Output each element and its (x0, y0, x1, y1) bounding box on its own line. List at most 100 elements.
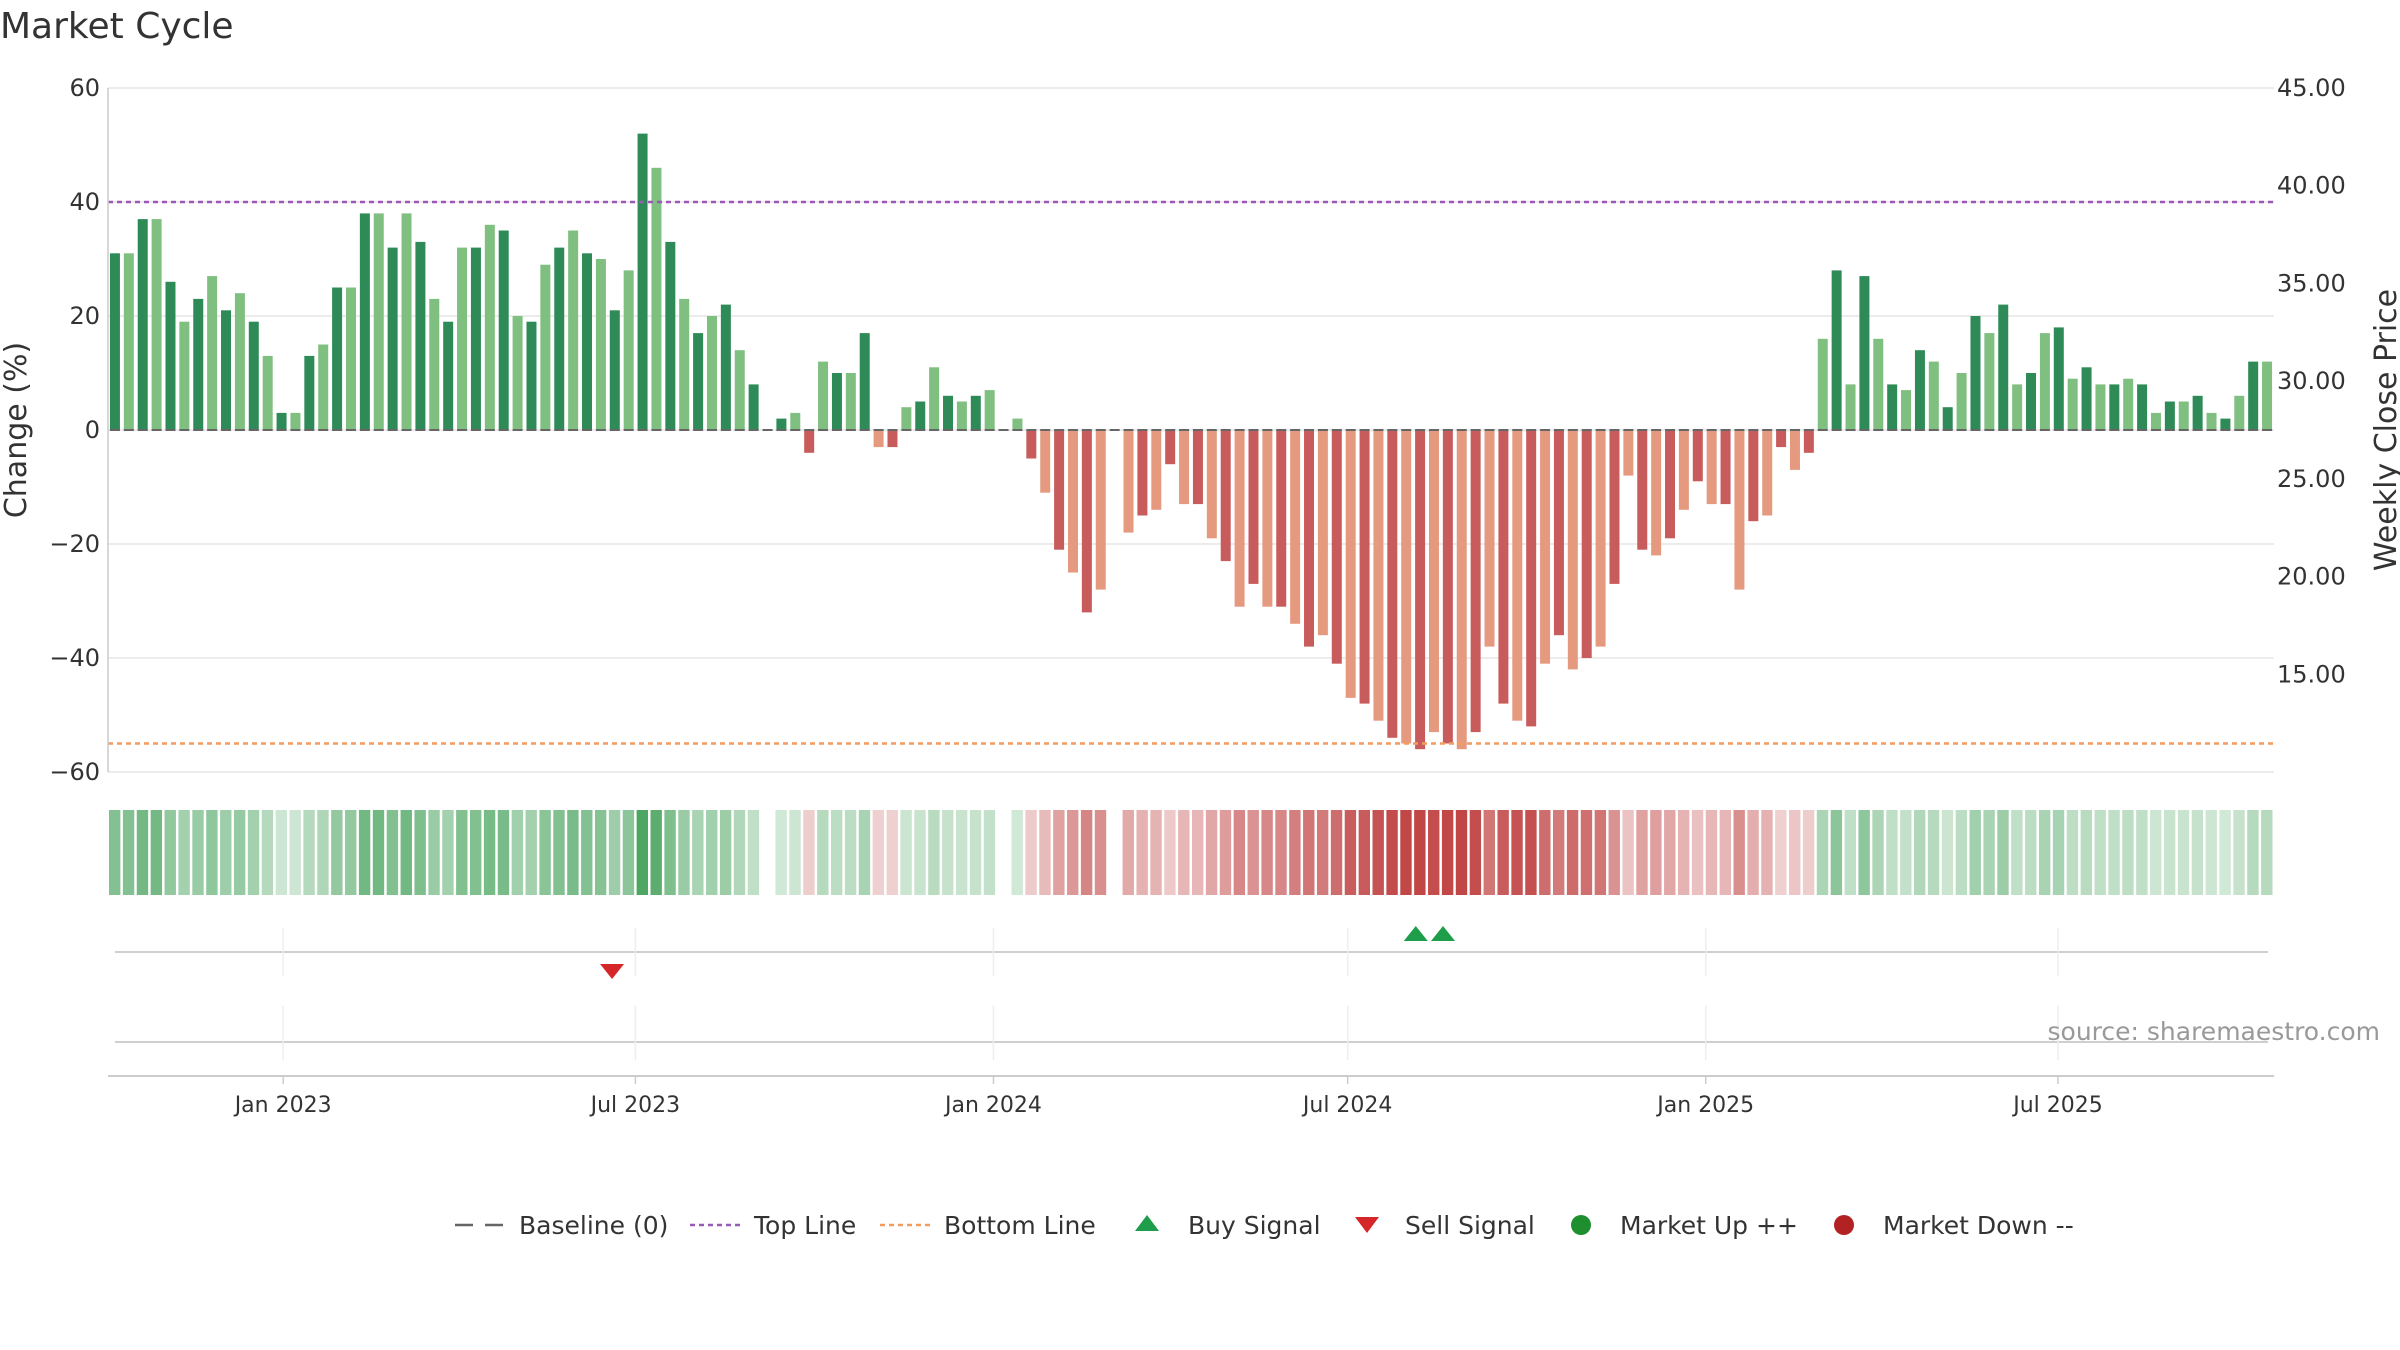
strip-cell (1886, 810, 1898, 895)
bar (2095, 384, 2106, 430)
strip-cell (886, 810, 898, 895)
strip-cell (719, 810, 732, 895)
strip-cell (1303, 810, 1315, 895)
strip-cell (775, 810, 787, 895)
bar (262, 355, 273, 430)
strip-cell (372, 810, 385, 895)
bar (901, 407, 912, 430)
strip-cell (1511, 810, 1523, 895)
strip-cell (636, 810, 648, 895)
strip-cell (1261, 810, 1273, 895)
bar (1706, 430, 1717, 505)
strip-cell (1789, 810, 1801, 895)
bar (443, 321, 454, 430)
strip-cell (1372, 810, 1384, 895)
bar (1151, 430, 1162, 510)
legend-item: Bottom Line (880, 1211, 1096, 1240)
bar (1789, 430, 1800, 470)
strip-cell (178, 810, 190, 895)
y-tick-label-left: −40 (49, 644, 100, 672)
bar (1304, 430, 1315, 647)
y-tick-label-left: −60 (49, 758, 100, 786)
bar (665, 241, 676, 430)
legend-symbol (1571, 1215, 1591, 1235)
strip-cell (1664, 810, 1676, 895)
bar (1776, 430, 1787, 448)
strip-cell (233, 810, 246, 895)
strip-cell (1205, 810, 1218, 895)
strip-cell (220, 810, 232, 895)
bar (956, 401, 967, 430)
strip-cell (1858, 810, 1870, 895)
y-tick-label-right: 30.00 (2277, 367, 2346, 395)
strip-cell (1816, 810, 1829, 895)
strip-cell (2052, 810, 2065, 895)
source-label: source: sharemaestro.com (2048, 1017, 2381, 1046)
x-tick-label: Jan 2025 (1655, 1093, 1754, 1118)
bar (679, 298, 690, 430)
x-tick-label: Jul 2025 (2011, 1093, 2103, 1118)
signal-track (115, 926, 2268, 979)
bar (2206, 412, 2217, 430)
bar (1720, 430, 1731, 505)
bar (1887, 384, 1898, 430)
bar (2123, 378, 2134, 430)
strip-cell (2011, 810, 2023, 895)
bar (2137, 384, 2148, 430)
bar (2067, 378, 2078, 430)
strip-cell (2163, 810, 2176, 895)
strip-cell (122, 810, 135, 895)
strip-cell (483, 810, 496, 895)
strip-cell (1525, 810, 1537, 895)
bar (484, 224, 495, 430)
bar (1276, 430, 1287, 607)
bar (248, 321, 259, 430)
bar (540, 264, 551, 430)
strip-cell (1761, 810, 1773, 895)
y-tick-label-left: 0 (85, 416, 100, 444)
bar (929, 367, 940, 430)
x-tick-label: Jan 2024 (943, 1093, 1042, 1118)
strip-cell (1469, 810, 1482, 895)
strip-cell (136, 810, 149, 895)
bar (109, 253, 120, 430)
reference-lines (108, 200, 2274, 745)
bar (512, 316, 523, 430)
strip-cell (1400, 810, 1412, 895)
strip-cell (594, 810, 607, 895)
bar (1012, 418, 1023, 430)
strip-cell (1247, 810, 1259, 895)
bar (706, 316, 717, 430)
legend-label: Buy Signal (1188, 1211, 1321, 1240)
bar (373, 213, 384, 430)
bar (734, 350, 745, 430)
strip-cell (2108, 810, 2120, 895)
bar (123, 253, 134, 430)
bar (290, 412, 301, 430)
strip-cell (2233, 810, 2245, 895)
bar (1998, 304, 2009, 430)
legend-label: Baseline (0) (519, 1211, 668, 1240)
bar (1748, 430, 1759, 522)
strip-cell (1483, 810, 1495, 895)
bar (637, 133, 648, 430)
strip-cell (1080, 810, 1093, 895)
bar (1123, 430, 1134, 533)
bar (2164, 401, 2175, 430)
y-tick-label-right: 20.00 (2277, 563, 2346, 591)
strip-cell (2150, 810, 2162, 895)
y-axis-label-right: Weekly Close Price (2369, 289, 2400, 571)
strip-cell (470, 810, 482, 895)
bar (1637, 430, 1648, 550)
strip-cell (678, 810, 690, 895)
bar (1192, 430, 1203, 505)
bar (151, 219, 162, 430)
bar (1803, 430, 1814, 453)
strip-cell (761, 810, 773, 895)
bar (1040, 430, 1051, 493)
strip-cell (317, 810, 329, 895)
strip-cell (1733, 810, 1745, 895)
bar (1567, 430, 1578, 670)
strip-cell (2261, 810, 2273, 895)
